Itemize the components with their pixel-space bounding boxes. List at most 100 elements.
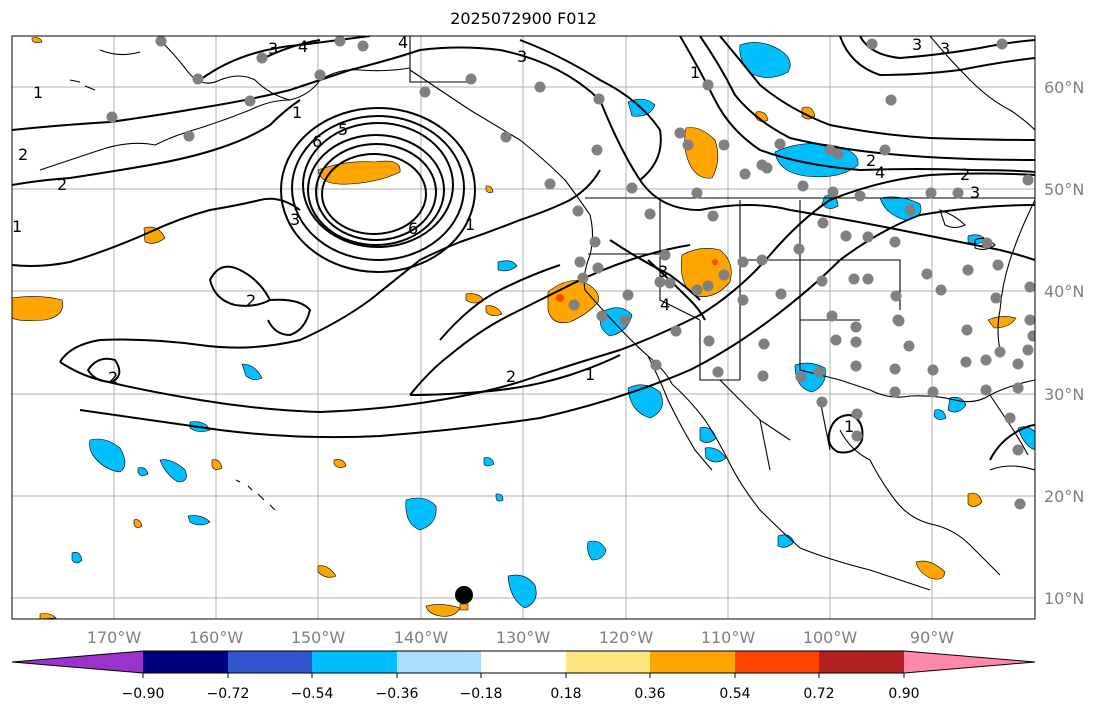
station-dot <box>664 277 676 289</box>
contour-label: 2 <box>246 291 256 310</box>
colorbar-segment <box>904 651 1035 673</box>
colorbar-tick-label: 0.90 <box>888 686 919 702</box>
station-dot <box>589 236 601 248</box>
station-dot <box>544 178 556 190</box>
station-dot <box>659 249 671 261</box>
station-dot <box>866 38 878 50</box>
contour-lines <box>12 36 1035 461</box>
station-dot <box>925 187 937 199</box>
station-dot <box>854 190 866 202</box>
contour-label: 1 <box>465 215 475 234</box>
station-dot <box>739 168 751 180</box>
coastlines <box>39 36 1035 591</box>
lat-label: 60°N <box>1044 78 1084 97</box>
station-dot <box>314 69 326 81</box>
contour-label: 2 <box>960 165 970 184</box>
colorbar-segment <box>143 651 228 673</box>
station-dot <box>1004 412 1016 424</box>
station-dot <box>244 95 256 107</box>
contour-label: 4 <box>875 163 885 182</box>
contour-label: 3 <box>290 210 300 229</box>
colorbar-tick-labels: −0.90 −0.72 −0.54 −0.36 −0.18 0.18 0.36 … <box>122 686 920 702</box>
station-dot <box>862 273 874 285</box>
station-dot <box>756 254 768 266</box>
station-dot <box>619 314 631 326</box>
station-dot <box>712 366 724 378</box>
station-dot <box>593 93 605 105</box>
station-dot <box>737 256 749 268</box>
station-dot <box>718 139 730 151</box>
colorbar-tick-label: −0.36 <box>376 686 419 702</box>
contour-label: 2 <box>866 151 876 170</box>
colorbar-tick-label: 0.72 <box>803 686 834 702</box>
station-dot <box>534 81 546 93</box>
station-dot <box>758 338 770 350</box>
station-dot <box>827 186 839 198</box>
station-dot <box>334 36 346 47</box>
station-dot <box>981 237 993 249</box>
station-dot <box>817 217 829 229</box>
station-dot <box>816 396 828 408</box>
station-dot <box>718 269 730 281</box>
contour-label: 1 <box>292 103 302 122</box>
station-dot <box>707 210 719 222</box>
station-dot <box>622 289 634 301</box>
colorbar-segment <box>312 651 397 673</box>
station-dot <box>626 182 638 194</box>
station-dot <box>992 259 1004 271</box>
contour-label: 4 <box>298 37 308 56</box>
lon-label: 130°W <box>496 628 551 647</box>
station-dot <box>890 290 902 302</box>
station-dot <box>682 139 694 151</box>
contour-label: 2 <box>18 145 28 164</box>
station-dot <box>465 73 477 85</box>
station-dot <box>192 73 204 85</box>
station-dot <box>850 360 862 372</box>
station-dot <box>592 262 604 274</box>
station-dot <box>927 386 939 398</box>
station-dot <box>994 346 1006 358</box>
station-dot <box>962 264 974 276</box>
station-dot <box>1014 498 1026 510</box>
station-dot <box>691 187 703 199</box>
station-dot <box>797 180 809 192</box>
station-dot <box>830 334 842 346</box>
colorbar-segment <box>735 651 819 673</box>
station-dot <box>850 321 862 333</box>
contour-labels: 1 2 3 4 6 2 3 4 1 2 6 5 4 3 1 3 3 2 2 1 … <box>12 36 980 436</box>
station-dot <box>885 94 897 106</box>
station-dot <box>960 356 972 368</box>
station-dot <box>850 336 862 348</box>
station-dot <box>774 138 786 150</box>
station-dot <box>691 284 703 296</box>
contour-label: 4 <box>660 295 670 314</box>
latitude-labels: 60°N 50°N 40°N 30°N 20°N 10°N <box>1044 78 1084 608</box>
colorbar-tick-label: −0.54 <box>291 686 334 702</box>
station-dot <box>256 52 268 64</box>
lon-label: 90°W <box>910 628 954 647</box>
contour-label: 1 <box>33 83 43 102</box>
station-dot <box>674 127 686 139</box>
station-dot <box>889 386 901 398</box>
lon-label: 140°W <box>394 628 449 647</box>
station-dot <box>795 371 807 383</box>
station-dot <box>980 384 992 396</box>
station-dot <box>574 256 586 268</box>
contour-label: 6 <box>408 219 418 238</box>
station-dot <box>596 310 608 322</box>
contour-label: 3 <box>517 47 527 66</box>
station-dot <box>500 131 512 143</box>
station-dot <box>1012 444 1024 456</box>
lon-label: 120°W <box>599 628 654 647</box>
contour-label: 3 <box>658 262 668 281</box>
station-dot <box>702 79 714 91</box>
station-dot <box>1024 281 1035 293</box>
station-dot <box>893 315 905 327</box>
colorbar <box>11 650 1036 678</box>
colorbar-tick-label: 0.54 <box>719 686 750 702</box>
lat-label: 40°N <box>1044 282 1084 301</box>
station-dot <box>840 230 852 242</box>
station-dot <box>851 408 863 420</box>
station-dot <box>961 324 973 336</box>
station-dot <box>921 268 933 280</box>
